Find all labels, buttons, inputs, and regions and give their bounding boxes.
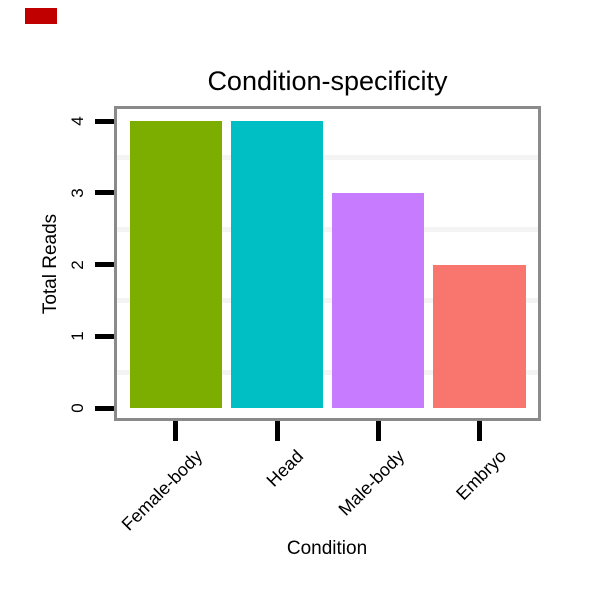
x-tick-label-embryo: Embryo	[451, 446, 510, 504]
y-tick-label: 0	[68, 403, 87, 413]
minor-gridline	[117, 154, 538, 160]
bar-male-body	[332, 192, 425, 408]
plot-panel	[114, 106, 541, 421]
x-tick	[477, 421, 483, 441]
bar-embryo	[433, 264, 526, 408]
minor-gridline	[117, 298, 538, 304]
y-tick-label: 4	[68, 116, 87, 126]
x-tick	[375, 421, 381, 441]
chart-title: Condition-specificity	[207, 66, 448, 96]
bar-head	[230, 121, 324, 408]
y-axis-title: Total Reads	[40, 213, 61, 315]
x-tick	[274, 421, 280, 441]
minor-gridline	[117, 370, 538, 376]
y-tick	[95, 262, 114, 267]
corner-marker	[25, 8, 57, 24]
minor-gridline	[117, 226, 538, 232]
bar-female-body	[129, 121, 222, 408]
y-tick	[95, 118, 114, 124]
y-tick	[95, 190, 114, 196]
y-tick-label: 3	[68, 188, 87, 198]
y-tick	[95, 405, 114, 411]
plot-area	[117, 109, 538, 418]
x-axis-title: Condition	[286, 538, 368, 559]
x-tick	[173, 421, 179, 441]
y-tick-label: 1	[68, 331, 87, 341]
y-tick-label: 2	[68, 259, 87, 270]
y-tick	[95, 333, 114, 339]
